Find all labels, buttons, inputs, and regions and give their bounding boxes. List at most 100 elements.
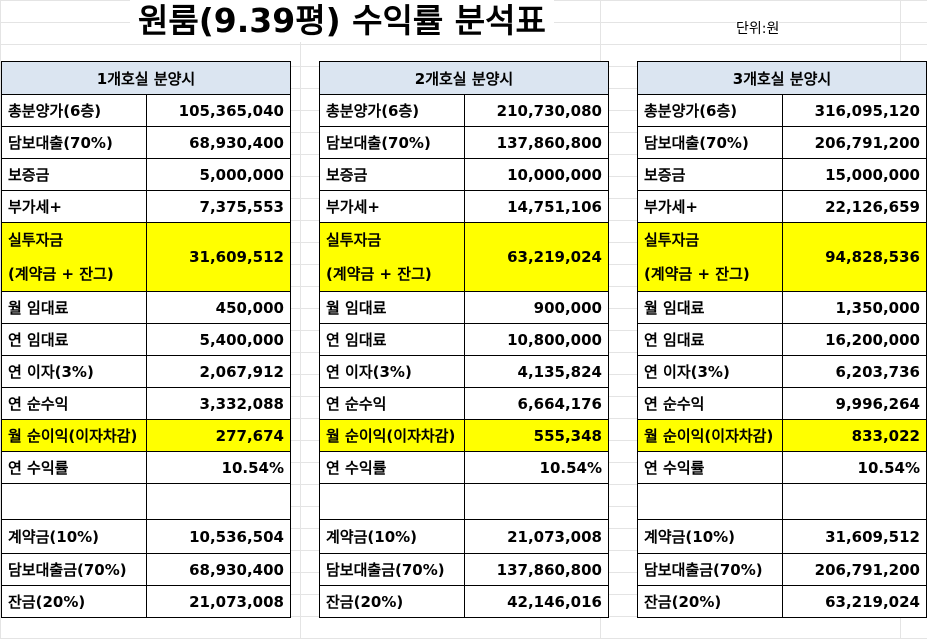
cell-value[interactable]: 5,400,000: [145, 323, 292, 356]
empty-cell[interactable]: [145, 483, 292, 520]
cell-value[interactable]: 2,067,912: [145, 355, 292, 388]
panel-header[interactable]: 1개호실 분양시: [1, 61, 291, 95]
empty-cell[interactable]: [1, 483, 147, 520]
cell-value[interactable]: 5,000,000: [145, 158, 292, 191]
cell-label[interactable]: 담보대출(70%): [1, 126, 147, 159]
cell-value[interactable]: 137,860,800: [463, 553, 610, 586]
cell-label[interactable]: 연 수익률: [637, 451, 783, 484]
cell-label[interactable]: 보증금: [637, 158, 783, 191]
cell-label[interactable]: 실투자금 (계약금 + 잔그): [1, 222, 147, 292]
cell-value[interactable]: 206,791,200: [781, 126, 927, 159]
cell-value[interactable]: 42,146,016: [463, 585, 610, 618]
cell-label[interactable]: 총분양가(6층): [637, 94, 783, 127]
cell-value[interactable]: 4,135,824: [463, 355, 610, 388]
cell-label[interactable]: 월 임대료: [1, 291, 147, 324]
cell-label[interactable]: 보증금: [319, 158, 465, 191]
cell-label[interactable]: 계약금(10%): [637, 519, 783, 554]
cell-label[interactable]: 부가세+: [319, 190, 465, 223]
cell-label[interactable]: 총분양가(6층): [319, 94, 465, 127]
cell-value[interactable]: 9,996,264: [781, 387, 927, 420]
cell-label[interactable]: 담보대출금(70%): [1, 553, 147, 586]
cell-value[interactable]: 10.54%: [781, 451, 927, 484]
cell-value[interactable]: 10,000,000: [463, 158, 610, 191]
cell-value[interactable]: 555,348: [463, 419, 610, 452]
cell-value[interactable]: 31,609,512: [145, 222, 292, 292]
cell-label[interactable]: 실투자금 (계약금 + 잔그): [637, 222, 783, 292]
cell-label[interactable]: 월 임대료: [637, 291, 783, 324]
cell-label[interactable]: 담보대출금(70%): [637, 553, 783, 586]
empty-cell[interactable]: [319, 483, 465, 520]
cell-label[interactable]: 연 순수익: [1, 387, 147, 420]
label-line-2: (계약금 + 잔그): [326, 265, 432, 283]
cell-value[interactable]: 206,791,200: [781, 553, 927, 586]
cell-label[interactable]: 보증금: [1, 158, 147, 191]
cell-label[interactable]: 연 순수익: [637, 387, 783, 420]
cell-label[interactable]: 월 순이익(이자차감): [637, 419, 783, 452]
cell-value[interactable]: 15,000,000: [781, 158, 927, 191]
cell-label[interactable]: 담보대출(70%): [319, 126, 465, 159]
panel-header[interactable]: 3개호실 분양시: [637, 61, 927, 95]
cell-label[interactable]: 잔금(20%): [1, 585, 147, 618]
empty-cell[interactable]: [463, 483, 610, 520]
cell-label[interactable]: 담보대출(70%): [637, 126, 783, 159]
cell-value[interactable]: 10,800,000: [463, 323, 610, 356]
cell-label[interactable]: 연 순수익: [319, 387, 465, 420]
cell-value[interactable]: 22,126,659: [781, 190, 927, 223]
label-line-1: 실투자금: [326, 231, 382, 249]
cell-value[interactable]: 1,350,000: [781, 291, 927, 324]
cell-label[interactable]: 실투자금 (계약금 + 잔그): [319, 222, 465, 292]
cell-value[interactable]: 105,365,040: [145, 94, 292, 127]
cell-value[interactable]: 21,073,008: [463, 519, 610, 554]
label-line-2: (계약금 + 잔그): [644, 265, 750, 283]
sheet-title: 원룸(9.39평) 수익률 분석표: [130, 0, 554, 42]
cell-label[interactable]: 연 이자(3%): [1, 355, 147, 388]
cell-value[interactable]: 316,095,120: [781, 94, 927, 127]
cell-label[interactable]: 잔금(20%): [319, 585, 465, 618]
cell-value[interactable]: 277,674: [145, 419, 292, 452]
cell-value[interactable]: 14,751,106: [463, 190, 610, 223]
cell-value[interactable]: 31,609,512: [781, 519, 927, 554]
panel-2-table: 2개호실 분양시 총분양가(6층) 210,730,080 담보대출(70%) 13…: [319, 61, 610, 618]
cell-value[interactable]: 6,203,736: [781, 355, 927, 388]
panel-1-table: 1개호실 분양시 총분양가(6층) 105,365,040 담보대출(70%) 68…: [1, 61, 292, 618]
cell-label[interactable]: 담보대출금(70%): [319, 553, 465, 586]
cell-value[interactable]: 16,200,000: [781, 323, 927, 356]
cell-value[interactable]: 210,730,080: [463, 94, 610, 127]
cell-value[interactable]: 833,022: [781, 419, 927, 452]
cell-label[interactable]: 계약금(10%): [319, 519, 465, 554]
cell-label[interactable]: 계약금(10%): [1, 519, 147, 554]
cell-value[interactable]: 450,000: [145, 291, 292, 324]
empty-cell[interactable]: [637, 483, 783, 520]
cell-label[interactable]: 부가세+: [1, 190, 147, 223]
cell-label[interactable]: 연 임대료: [637, 323, 783, 356]
cell-label[interactable]: 잔금(20%): [637, 585, 783, 618]
cell-label[interactable]: 월 순이익(이자차감): [319, 419, 465, 452]
cell-value[interactable]: 6,664,176: [463, 387, 610, 420]
cell-value[interactable]: 63,219,024: [463, 222, 610, 292]
panel-header[interactable]: 2개호실 분양시: [319, 61, 609, 95]
cell-value[interactable]: 68,930,400: [145, 126, 292, 159]
cell-value[interactable]: 7,375,553: [145, 190, 292, 223]
cell-value[interactable]: 63,219,024: [781, 585, 927, 618]
cell-label[interactable]: 연 수익률: [319, 451, 465, 484]
label-line-2: (계약금 + 잔그): [8, 265, 114, 283]
cell-value[interactable]: 137,860,800: [463, 126, 610, 159]
cell-value[interactable]: 10.54%: [145, 451, 292, 484]
cell-label[interactable]: 월 순이익(이자차감): [1, 419, 147, 452]
cell-label[interactable]: 연 이자(3%): [637, 355, 783, 388]
cell-label[interactable]: 연 임대료: [1, 323, 147, 356]
empty-cell[interactable]: [781, 483, 927, 520]
cell-label[interactable]: 총분양가(6층): [1, 94, 147, 127]
cell-value[interactable]: 21,073,008: [145, 585, 292, 618]
cell-label[interactable]: 연 임대료: [319, 323, 465, 356]
cell-value[interactable]: 900,000: [463, 291, 610, 324]
cell-value[interactable]: 94,828,536: [781, 222, 927, 292]
cell-label[interactable]: 월 임대료: [319, 291, 465, 324]
cell-label[interactable]: 연 이자(3%): [319, 355, 465, 388]
cell-label[interactable]: 연 수익률: [1, 451, 147, 484]
cell-label[interactable]: 부가세+: [637, 190, 783, 223]
cell-value[interactable]: 10,536,504: [145, 519, 292, 554]
cell-value[interactable]: 68,930,400: [145, 553, 292, 586]
cell-value[interactable]: 10.54%: [463, 451, 610, 484]
cell-value[interactable]: 3,332,088: [145, 387, 292, 420]
